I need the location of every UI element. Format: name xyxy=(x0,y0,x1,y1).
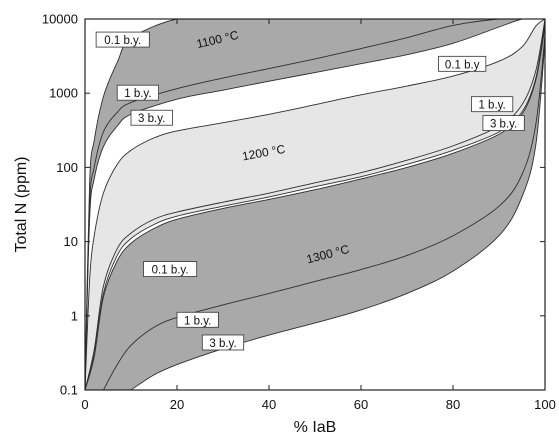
curve-label: 3 b.y. xyxy=(130,109,173,126)
series-line xyxy=(85,19,545,390)
band-1100 xyxy=(85,19,545,390)
x-tick-label: 80 xyxy=(446,397,460,412)
curve-label-box xyxy=(143,261,198,277)
y-axis-title: Total N (ppm) xyxy=(13,156,30,252)
y-tick-label: 0.1 xyxy=(60,383,78,398)
curve-label: 1 b.y. xyxy=(176,311,219,328)
y-tick-label: 10 xyxy=(64,234,78,249)
series-line xyxy=(130,41,545,390)
x-tick-label: 40 xyxy=(262,397,276,412)
series-line xyxy=(85,19,499,390)
curve-label-box xyxy=(470,96,514,113)
curve-label: 0.1 b.y xyxy=(438,55,487,72)
band-1300 xyxy=(85,26,545,390)
curve-label: 0.1 b.y. xyxy=(95,31,150,48)
y-tick-label: 1000 xyxy=(49,86,78,101)
curve-label-box xyxy=(116,84,159,101)
curve-label-text: 3 b.y. xyxy=(138,113,165,125)
curve-label-text: 3 b.y. xyxy=(490,119,517,131)
x-tick-label: 0 xyxy=(81,397,88,412)
band-1200 xyxy=(85,19,545,390)
curve-label-box xyxy=(438,55,487,72)
curve-label: 1 b.y. xyxy=(116,84,159,101)
curve-label-box xyxy=(95,31,150,48)
x-axis-title: % IaB xyxy=(294,419,337,436)
curve-label-text: 1 b.y. xyxy=(478,100,505,112)
series-line xyxy=(85,19,545,390)
plot-area xyxy=(85,19,545,390)
curve-label: 1 b.y. xyxy=(470,96,514,113)
curve-label: 0.1 b.y. xyxy=(143,261,198,277)
curve-label-text: 3 b.y. xyxy=(209,338,236,350)
x-tick-label: 60 xyxy=(354,397,368,412)
curve-label-box xyxy=(201,334,245,351)
curve-label-box xyxy=(176,311,219,328)
x-tick-label: 100 xyxy=(534,397,556,412)
curve-label-text: 1 b.y. xyxy=(124,88,151,100)
y-tick-label: 10000 xyxy=(42,12,78,27)
curve-label: 3 b.y. xyxy=(201,334,245,351)
series-line xyxy=(103,35,545,390)
curve-label-text: 0.1 b.y. xyxy=(152,265,189,277)
y-tick-label: 100 xyxy=(56,160,78,175)
curve-label-text: 0.1 b.y. xyxy=(104,35,141,47)
curve-label-text: 1 b.y. xyxy=(184,315,211,327)
curve-label-box xyxy=(482,115,525,131)
x-tick-label: 20 xyxy=(170,397,184,412)
series-line xyxy=(85,19,545,390)
curve-label-text: 0.1 b.y xyxy=(445,59,480,71)
plot-frame xyxy=(84,18,546,391)
curve-label-box xyxy=(130,109,173,126)
y-tick-label: 1 xyxy=(71,308,78,323)
curve-label: 3 b.y. xyxy=(482,115,525,131)
axes: 0 20 40 60 80 100 0.1 1 10 100 1000 10000 xyxy=(42,12,556,413)
